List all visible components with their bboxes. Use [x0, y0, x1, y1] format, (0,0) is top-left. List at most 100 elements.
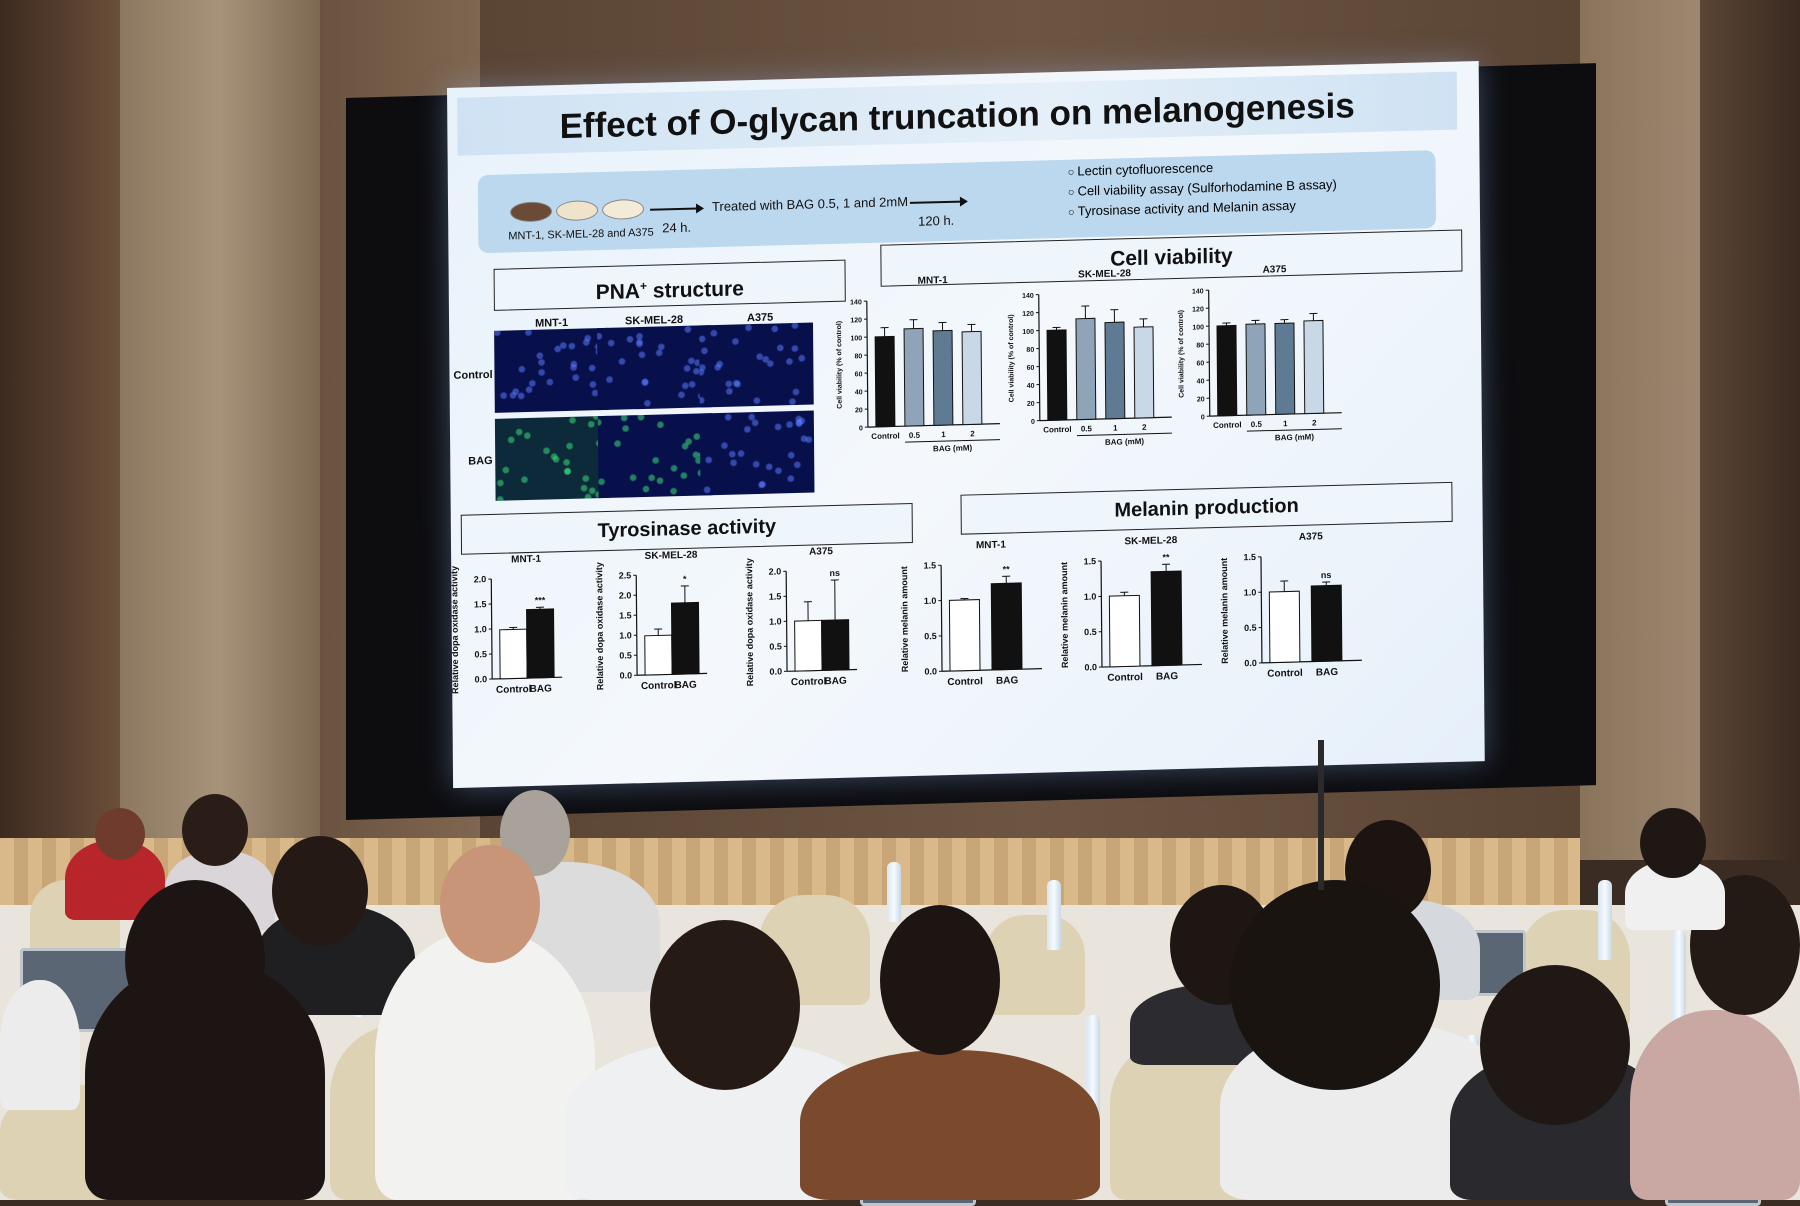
significance-label: *: [683, 574, 687, 584]
y-tick-label: 60: [1027, 365, 1035, 372]
micrograph-tile: [598, 413, 713, 498]
bar: [933, 330, 953, 425]
y-axis: [1209, 290, 1210, 416]
bag-underline: [905, 440, 1000, 442]
y-axis-label: Relative dopa oxidase activity: [744, 558, 755, 686]
y-tick-label: 0.5: [619, 650, 632, 660]
y-axis: [867, 301, 868, 427]
y-axis-label: Cell viability (% of control): [1178, 310, 1186, 398]
y-tick-label: 1.5: [474, 599, 487, 609]
person-head: [1480, 965, 1630, 1125]
person: [0, 980, 80, 1110]
x-tick-label: 0.5: [1081, 424, 1093, 433]
micrograph-tile: [699, 322, 814, 407]
bar: [1105, 322, 1125, 419]
bar: [1076, 318, 1096, 419]
y-tick-label: 1.5: [1243, 552, 1256, 562]
wall-panel-right-edge: [1700, 0, 1800, 860]
person: [800, 1050, 1100, 1200]
micrograph-tile: [597, 325, 712, 410]
y-tick-label: 40: [1027, 383, 1035, 390]
x-tick-label: Control: [1107, 672, 1143, 684]
bar: [671, 602, 699, 674]
x-tick-label: Control: [496, 684, 532, 696]
y-tick-label: 60: [855, 371, 863, 378]
person-head: [182, 794, 248, 866]
y-tick-label: 1.5: [769, 591, 782, 601]
bar: [1217, 325, 1237, 416]
y-tick-label: 1.5: [1084, 556, 1097, 566]
y-tick-label: 80: [854, 353, 862, 360]
y-axis: [1101, 561, 1102, 667]
y-tick-label: 1.0: [924, 596, 937, 606]
y-tick-label: 60: [1196, 360, 1204, 367]
significance-label: **: [1003, 564, 1011, 574]
bar: [1151, 571, 1182, 666]
bar: [1109, 595, 1140, 666]
person-head: [880, 905, 1000, 1055]
x-tick-label: Control: [871, 431, 900, 441]
bar: [1246, 324, 1266, 415]
bar: [645, 635, 672, 675]
person-head: [125, 880, 265, 1040]
bar: [527, 609, 555, 678]
micrograph-tile: [495, 416, 610, 501]
y-tick-label: 140: [1192, 288, 1204, 295]
x-tick-label: BAG: [1156, 671, 1179, 683]
x-axis-label: BAG (mM): [933, 443, 973, 453]
bar: [1134, 327, 1154, 418]
x-tick-label: BAG: [675, 680, 698, 692]
x-tick-label: BAG: [996, 675, 1019, 687]
y-tick-label: 40: [1197, 378, 1205, 385]
y-tick-label: 0.5: [1244, 623, 1257, 633]
y-tick-label: 0.0: [924, 666, 937, 676]
person-head: [95, 808, 145, 860]
significance-label: ns: [1321, 570, 1332, 580]
x-tick-label: BAG: [1316, 667, 1339, 679]
y-tick-label: 2.5: [619, 570, 632, 580]
y-tick-label: 40: [855, 389, 863, 396]
x-axis-label: BAG (mM): [1275, 432, 1315, 442]
y-tick-label: 0.5: [769, 641, 782, 651]
y-tick-label: 2.0: [619, 590, 632, 600]
y-tick-label: 2.0: [769, 566, 782, 576]
y-tick-label: 0.5: [924, 631, 937, 641]
person-head: [650, 920, 800, 1090]
y-tick-label: 1.5: [619, 610, 632, 620]
y-tick-label: 0.0: [620, 670, 633, 680]
y-tick-label: 80: [1026, 347, 1034, 354]
y-tick-label: 20: [855, 407, 863, 414]
micrograph-tile: [494, 328, 609, 413]
y-axis-label: Relative melanin amount: [899, 566, 910, 672]
y-axis-label: Cell viability (% of control): [1008, 314, 1016, 402]
chart-title: MNT-1: [511, 554, 542, 566]
significance-label: **: [1162, 552, 1170, 562]
water-bottle: [887, 862, 901, 922]
x-tick-label: BAG: [530, 683, 553, 695]
bar: [1311, 585, 1342, 661]
chart-title: A375: [1299, 531, 1323, 543]
significance-label: ***: [535, 595, 546, 605]
x-tick-label: 2: [970, 429, 975, 438]
y-tick-label: 0: [1031, 419, 1035, 426]
bag-underline: [1077, 433, 1172, 435]
person: [1630, 1010, 1800, 1200]
bar: [822, 620, 849, 671]
y-tick-label: 120: [1192, 306, 1204, 313]
y-axis: [1261, 557, 1262, 663]
y-tick-label: 80: [1196, 342, 1204, 349]
chart-title: SK-MEL-28: [1078, 268, 1131, 280]
bar: [962, 331, 982, 424]
y-tick-label: 1.0: [769, 616, 782, 626]
y-tick-label: 0.0: [1084, 662, 1097, 672]
x-tick-label: Control: [641, 680, 677, 692]
bar: [904, 328, 924, 426]
y-tick-label: 1.0: [1244, 587, 1257, 597]
y-tick-label: 0.0: [1244, 658, 1257, 668]
x-tick-label: 0.5: [909, 431, 921, 440]
person-head: [1640, 808, 1706, 878]
x-tick-label: 0.5: [1251, 420, 1263, 429]
x-tick-label: BAG: [824, 676, 847, 688]
person-head: [1230, 880, 1440, 1090]
